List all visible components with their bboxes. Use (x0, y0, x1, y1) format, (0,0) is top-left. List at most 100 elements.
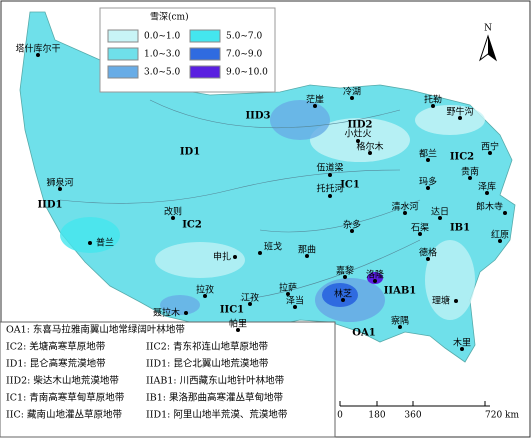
patch (155, 242, 245, 278)
patch (415, 105, 485, 135)
place-dot (343, 275, 347, 279)
scale-label: 360 (404, 411, 421, 421)
place-dot (36, 53, 40, 57)
north-label: N (484, 24, 492, 34)
legend-swatch (107, 29, 139, 43)
place-label: 郎木寺 (476, 201, 503, 213)
patch (310, 118, 410, 162)
patch (270, 100, 330, 140)
place-label: 嘉黎 (336, 265, 354, 277)
place-dot (293, 305, 297, 309)
note-line: IID1: 阿里山地半荒漠、荒漠地带 (146, 409, 288, 421)
place-label: 小灶火 (344, 128, 371, 140)
place-dot (58, 187, 62, 191)
place-label: 伍道梁 (316, 162, 343, 174)
patch (322, 283, 358, 307)
place-label: 杂多 (343, 219, 361, 231)
place-label: 都兰 (419, 148, 437, 160)
zone-label: IC1 (340, 180, 360, 191)
place-dot (498, 239, 502, 243)
place-dot (438, 216, 442, 220)
note-line: IC1: 青南高寒草甸草原地带 (6, 392, 125, 404)
place-dot (468, 176, 472, 180)
note-line: ID1: 昆仑高寒荒漠地带 (6, 358, 106, 370)
place-dot (356, 139, 360, 143)
legend-swatch (107, 47, 139, 61)
legend-label: 9.0~10.0 (226, 68, 268, 78)
place-label: 洛隆 (366, 269, 384, 281)
place-label: 改则 (164, 206, 182, 218)
place-dot (454, 299, 458, 303)
place-label: 红原 (491, 229, 509, 241)
scale-label: 0 (337, 411, 343, 421)
place-dot (460, 347, 464, 351)
place-label: 泽库 (478, 181, 496, 193)
place-dot (286, 292, 290, 296)
place-dot (328, 173, 332, 177)
place-label: 帕里 (229, 318, 247, 330)
place-dot (373, 279, 377, 283)
place-label: 拉孜 (196, 284, 214, 296)
place-label: 泽当 (286, 295, 304, 307)
place-label: 察隅 (391, 315, 409, 327)
place-dot (458, 116, 462, 120)
place-dot (184, 311, 188, 315)
place-label: 冷湖 (343, 86, 361, 98)
place-dot (485, 191, 489, 195)
zone-boundary (59, 99, 421, 301)
place-dot (488, 151, 492, 155)
north-arrow-half (488, 36, 496, 60)
place-dot (403, 211, 407, 215)
legend-title: 雪深(cm) (150, 12, 189, 23)
place-dot (88, 241, 92, 245)
place-label: 西宁 (481, 141, 499, 153)
place-dot (171, 216, 175, 220)
note-line: OA1: 东喜马拉雅南翼山地常绿阔叶林地带 (6, 324, 185, 336)
scale-label: 180 (368, 411, 385, 421)
place-label: 那曲 (298, 245, 316, 256)
place-dot (368, 151, 372, 155)
zone-label: IIC2 (450, 152, 474, 163)
place-label: 理塘 (432, 295, 450, 307)
place-dot (503, 211, 507, 215)
place-dot (426, 158, 430, 162)
note-line: IID1: 昆仑北翼山地荒漠地带 (146, 358, 269, 370)
legend-label: 1.0~3.0 (144, 50, 180, 60)
patch (160, 295, 200, 315)
legend-swatch (189, 65, 221, 79)
place-dot (236, 328, 240, 332)
legend-label: 3.0~5.0 (144, 68, 180, 78)
place-label: 达日 (431, 206, 449, 218)
place-dot (233, 255, 237, 259)
place-label: 普兰 (96, 237, 114, 249)
place-dot (431, 104, 435, 108)
place-label: 石渠 (411, 222, 429, 234)
legend-label: 0.0~1.0 (144, 32, 180, 42)
note-line: IIC: 藏南山地灌丛草原地带 (6, 409, 122, 421)
place-dot (350, 229, 354, 233)
place-label: 狮泉河 (46, 177, 73, 189)
place-dot (248, 302, 252, 306)
place-label: 托托河 (316, 183, 343, 195)
zone-label: IID2 (348, 120, 373, 131)
north-arrow: N (479, 24, 497, 62)
place-label: 申扎 (213, 251, 231, 263)
patch (60, 217, 120, 253)
place-label: 格尔木 (356, 141, 383, 153)
zone-label: IB1 (450, 223, 470, 234)
legend-swatch (189, 29, 221, 43)
note-line: IC2: 羌塘高寒草原地带 (6, 341, 106, 353)
note-line: IIAB1: 川西藏东山地针叶林地带 (146, 375, 285, 387)
place-label: 茫崖 (306, 94, 324, 106)
note-line: IIC2: 青东祁连山地草原地带 (146, 341, 269, 353)
zone-label: IIAB1 (384, 286, 417, 297)
place-label: 玛多 (419, 176, 437, 188)
plateau (19, 11, 516, 363)
legend-swatch (189, 47, 221, 61)
place-label: 江孜 (241, 292, 259, 304)
place-label: 野牛沟 (446, 106, 473, 118)
zone-label: IIC1 (220, 305, 244, 316)
place-label: 托勒 (424, 94, 442, 106)
place-dot (426, 257, 430, 261)
